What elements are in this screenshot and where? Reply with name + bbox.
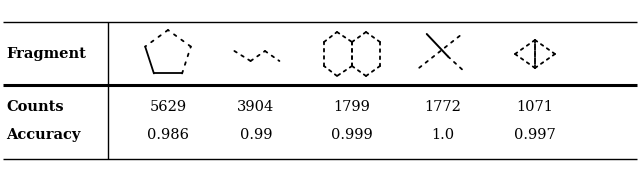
Text: 1772: 1772: [424, 100, 461, 114]
Text: 5629: 5629: [149, 100, 187, 114]
Text: 0.986: 0.986: [147, 128, 189, 142]
Text: Fragment: Fragment: [6, 47, 86, 61]
Text: 1071: 1071: [516, 100, 554, 114]
Text: 3904: 3904: [237, 100, 275, 114]
Text: 1.0: 1.0: [431, 128, 454, 142]
Text: 1799: 1799: [333, 100, 371, 114]
Text: Counts: Counts: [6, 100, 63, 114]
Text: 0.997: 0.997: [514, 128, 556, 142]
Text: Accuracy: Accuracy: [6, 128, 81, 142]
Text: 0.999: 0.999: [331, 128, 373, 142]
Text: 0.99: 0.99: [240, 128, 272, 142]
